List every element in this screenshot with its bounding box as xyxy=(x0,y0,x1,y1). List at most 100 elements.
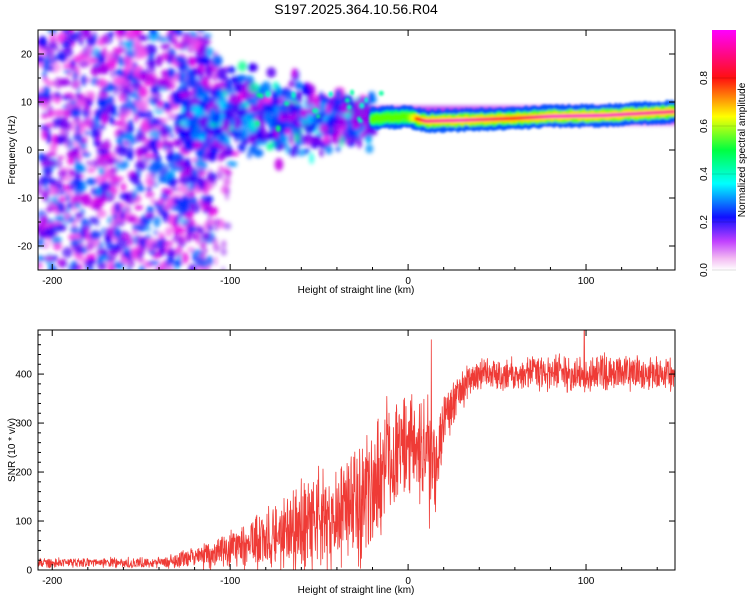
spectrogram-cell xyxy=(91,33,99,41)
spectrogram-cell xyxy=(75,179,82,191)
spectrogram-cell xyxy=(96,148,109,156)
spectrogram-cell xyxy=(247,63,258,72)
spectrogram-cell xyxy=(159,36,168,42)
spectrogram-cell xyxy=(311,108,319,114)
snr-y-tick-label: 0 xyxy=(26,566,32,577)
spectrogram-x-label: Height of straight line (km) xyxy=(298,285,415,296)
spectrogram-cell xyxy=(221,240,227,249)
spectrogram-cell xyxy=(155,156,162,162)
spectrogram-cell xyxy=(41,113,49,119)
spectrogram-cell xyxy=(184,65,190,72)
spectrogram-cell xyxy=(328,91,334,98)
spectrogram-cell xyxy=(203,232,212,241)
spectrogram-cell xyxy=(178,159,188,170)
spectrogram-cell xyxy=(56,134,66,145)
spectrogram-cell xyxy=(229,94,242,104)
spectrogram-cell xyxy=(124,96,130,101)
spectrogram-cell xyxy=(126,133,135,141)
spectrogram-cell xyxy=(179,177,191,185)
spectrogram-cell xyxy=(136,259,148,264)
spectrogram-cell xyxy=(159,128,170,135)
spectrogram-cell xyxy=(57,258,66,268)
spectrogram-cell xyxy=(210,150,216,162)
spectrogram-cell xyxy=(269,130,274,138)
spectrogram-cell xyxy=(123,54,131,66)
spectrogram-cell xyxy=(67,157,75,165)
spectrogram-cell xyxy=(221,266,225,270)
spectrogram-cell xyxy=(151,98,160,104)
spectrogram-cell xyxy=(42,85,51,96)
spectrogram-cell xyxy=(38,55,46,63)
spectrogram-cell xyxy=(69,107,81,118)
spectrogram-cell xyxy=(356,116,362,121)
spectrogram-y-tick-label: 0 xyxy=(26,146,32,157)
spectrogram-cell xyxy=(274,158,284,171)
spectrogram-cell xyxy=(359,102,365,109)
spectrogram-y-tick-label: 10 xyxy=(21,98,33,109)
spectrogram-cell xyxy=(346,104,352,110)
spectrogram-cell xyxy=(101,249,107,259)
spectrogram-cell xyxy=(145,75,158,87)
spectrogram-cell xyxy=(231,76,239,83)
spectrogram-cell xyxy=(207,221,211,232)
spectrogram-cell xyxy=(195,84,206,97)
spectrogram-cell xyxy=(288,80,295,88)
spectrogram-cell xyxy=(124,39,135,50)
spectrogram-cell xyxy=(126,152,134,161)
spectrogram-cell xyxy=(319,148,324,157)
spectrogram-cell xyxy=(183,112,190,118)
spectrogram-cell xyxy=(122,140,129,146)
spectrogram-cell xyxy=(266,67,277,78)
colorbar-tick-label: 0.6 xyxy=(699,119,710,133)
spectrogram-cell xyxy=(63,95,73,101)
spectrogram-cell xyxy=(52,109,64,118)
spectrogram-cell xyxy=(66,58,72,64)
spectrogram-cell xyxy=(138,34,145,42)
spectrogram-cell xyxy=(85,160,97,166)
spectrogram-cell xyxy=(176,254,182,262)
spectrogram-cell xyxy=(378,90,384,96)
spectrogram-cell xyxy=(191,168,199,178)
spectrogram-cell xyxy=(162,204,172,211)
spectrogram-cell xyxy=(292,68,297,79)
spectrogram-cell xyxy=(125,204,131,215)
spectrogram-cell xyxy=(291,91,296,99)
spectrogram-cell xyxy=(49,143,58,153)
spectrogram-cell xyxy=(279,134,288,143)
spectrogram-cell xyxy=(165,250,175,257)
figure-title: S197.2025.364.10.56.R04 xyxy=(274,1,438,17)
spectrogram-cell xyxy=(48,40,58,47)
spectrogram-cell xyxy=(83,107,91,112)
spectrogram-cell xyxy=(138,265,146,270)
spectrogram-cell xyxy=(288,133,294,146)
spectrogram-cell xyxy=(256,92,261,98)
spectrogram-cell xyxy=(150,86,161,95)
spectrogram-cell xyxy=(170,187,179,192)
spectrogram-cell xyxy=(78,60,89,68)
spectrogram-cell xyxy=(109,221,115,226)
spectrogram-cell xyxy=(96,209,107,218)
spectrogram-cell xyxy=(154,104,165,115)
spectrogram-cell xyxy=(90,129,100,139)
spectrogram-cell xyxy=(197,30,206,33)
spectrogram-cell xyxy=(211,237,218,247)
spectrogram-cell xyxy=(222,148,233,157)
spectrogram-cell xyxy=(160,42,171,51)
spectrogram-cell xyxy=(195,148,206,155)
spectrogram-cell xyxy=(257,98,263,109)
spectrogram-cell xyxy=(218,165,223,171)
spectrogram-cell xyxy=(84,118,94,128)
spectrogram-cell xyxy=(145,43,157,56)
spectrogram-cell xyxy=(320,101,327,111)
spectrogram-cell xyxy=(153,229,159,236)
spectrogram-cell xyxy=(103,139,111,150)
spectrogram-cell xyxy=(178,92,189,98)
spectrogram-cell xyxy=(166,32,174,43)
spectrogram-cell xyxy=(177,75,185,84)
spectrogram-cell xyxy=(73,244,84,255)
spectrogram-cell xyxy=(220,131,225,142)
spectrogram-cell xyxy=(87,260,92,270)
spectrogram-cell xyxy=(62,247,73,258)
spectrogram-cell xyxy=(334,139,339,145)
spectrogram-cell xyxy=(148,260,160,266)
